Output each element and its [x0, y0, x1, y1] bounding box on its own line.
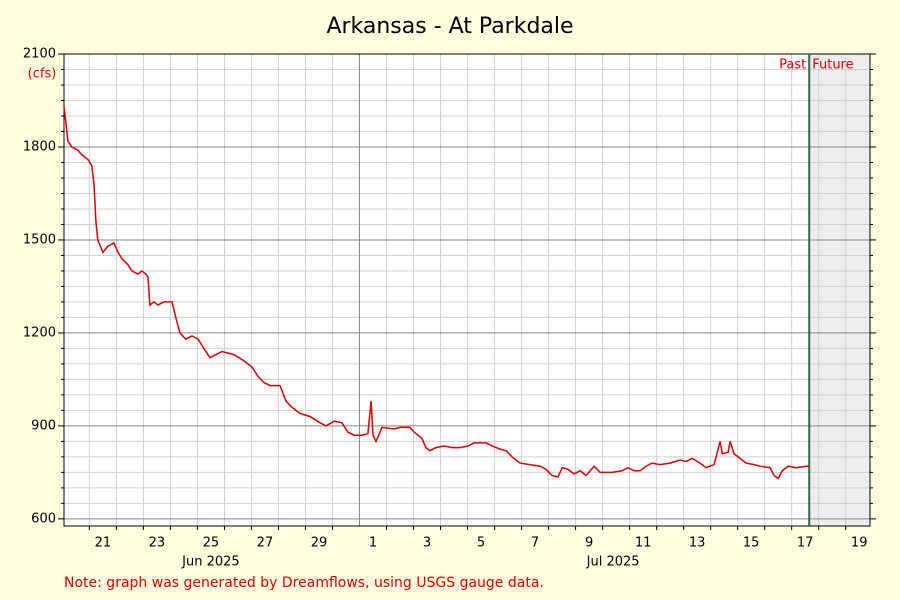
x-tick-label: 13: [689, 536, 706, 551]
y-tick-label: 600: [31, 511, 56, 526]
x-tick-label: 7: [531, 536, 539, 551]
x-tick-label: 15: [743, 536, 760, 551]
past-label: Past: [779, 58, 806, 73]
month-label: Jul 2025: [586, 555, 640, 570]
x-tick-label: 19: [851, 536, 868, 551]
note: Note: graph was generated by Dreamflows,…: [64, 575, 544, 591]
x-tick-label: 23: [149, 536, 166, 551]
y-tick-label: 2100: [23, 47, 56, 62]
x-tick-label: 17: [797, 536, 814, 551]
future-region: [809, 54, 870, 526]
chart-title: Arkansas - At Parkdale: [326, 14, 573, 39]
x-tick-label: 21: [95, 536, 112, 551]
x-tick-label: 5: [477, 536, 485, 551]
x-tick-label: 25: [203, 536, 220, 551]
x-tick-label: 27: [257, 536, 274, 551]
x-tick-label: 29: [311, 536, 328, 551]
plot-area: [64, 54, 870, 526]
y-tick-label: 1800: [23, 139, 56, 154]
y-tick-label: 1500: [23, 232, 56, 247]
y-tick-label: 900: [31, 418, 56, 433]
x-tick-label: 11: [635, 536, 652, 551]
x-tick-label: 3: [423, 536, 431, 551]
x-tick-label: 1: [369, 536, 377, 551]
y-axis-label: (cfs): [28, 67, 57, 82]
y-tick-label: 1200: [23, 325, 56, 340]
plot-frame: [63, 53, 871, 527]
month-label: Jun 2025: [181, 555, 240, 570]
flow-line: [63, 106, 810, 480]
future-label: Future: [812, 58, 853, 73]
x-tick-label: 9: [585, 536, 593, 551]
